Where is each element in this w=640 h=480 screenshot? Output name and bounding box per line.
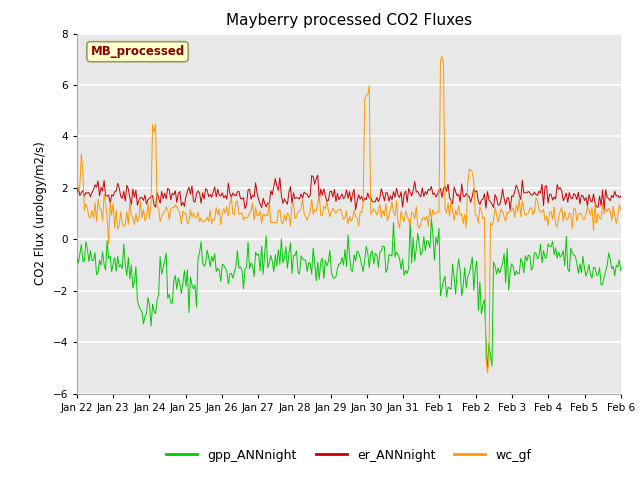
Legend: gpp_ANNnight, er_ANNnight, wc_gf: gpp_ANNnight, er_ANNnight, wc_gf [161,444,536,467]
Text: MB_processed: MB_processed [90,45,185,58]
Y-axis label: CO2 Flux (urology/m2/s): CO2 Flux (urology/m2/s) [34,142,47,286]
Title: Mayberry processed CO2 Fluxes: Mayberry processed CO2 Fluxes [226,13,472,28]
